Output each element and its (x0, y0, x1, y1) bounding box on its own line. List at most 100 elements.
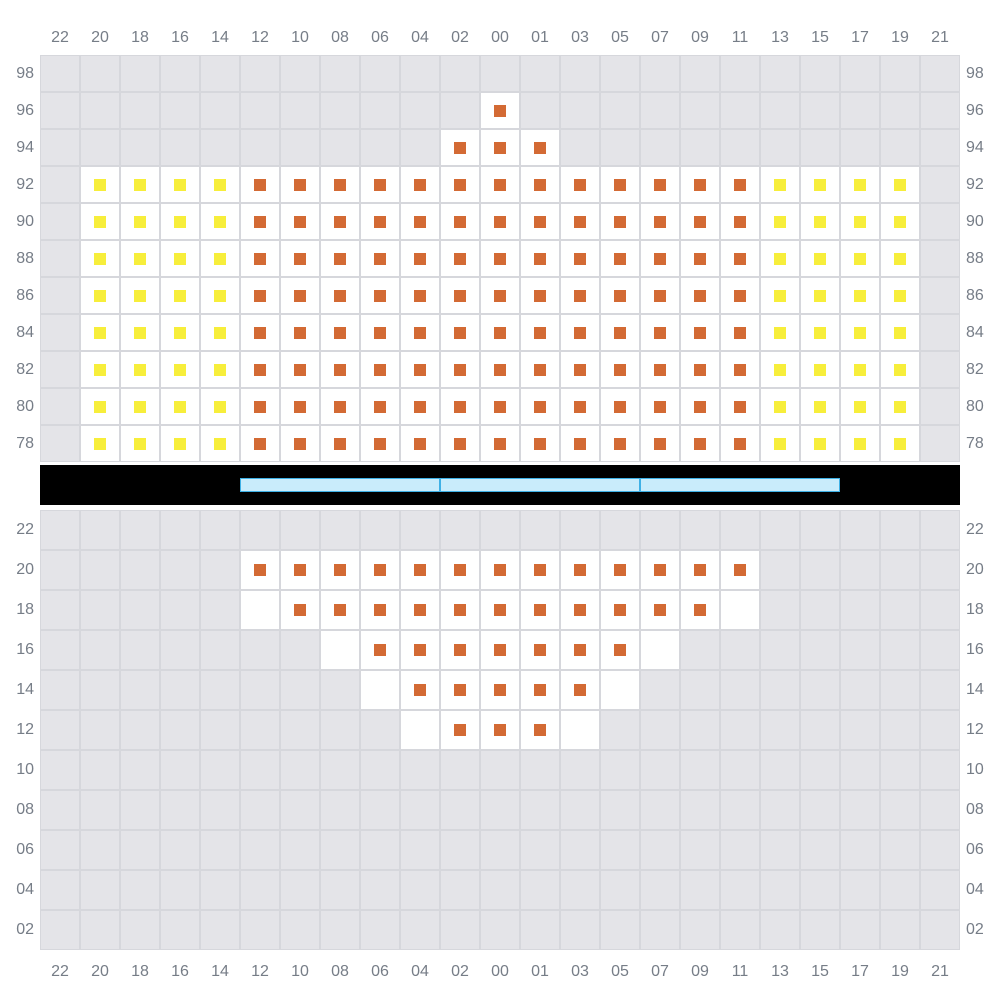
seat[interactable] (694, 216, 706, 228)
seat[interactable] (774, 364, 786, 376)
seat[interactable] (534, 604, 546, 616)
seat[interactable] (894, 364, 906, 376)
seat[interactable] (414, 438, 426, 450)
seat[interactable] (654, 364, 666, 376)
seat[interactable] (534, 216, 546, 228)
seat[interactable] (614, 290, 626, 302)
seat[interactable] (294, 253, 306, 265)
seat[interactable] (774, 438, 786, 450)
seat[interactable] (374, 644, 386, 656)
seat[interactable] (294, 290, 306, 302)
seat[interactable] (614, 438, 626, 450)
seat[interactable] (534, 644, 546, 656)
seat[interactable] (854, 290, 866, 302)
seat[interactable] (854, 216, 866, 228)
seat[interactable] (654, 216, 666, 228)
seat[interactable] (614, 644, 626, 656)
seat[interactable] (494, 438, 506, 450)
seat[interactable] (894, 401, 906, 413)
seat[interactable] (654, 564, 666, 576)
seat[interactable] (214, 253, 226, 265)
seat[interactable] (654, 327, 666, 339)
seat[interactable] (534, 290, 546, 302)
seat[interactable] (614, 564, 626, 576)
seat[interactable] (534, 142, 546, 154)
seat[interactable] (694, 564, 706, 576)
seat[interactable] (694, 253, 706, 265)
seat[interactable] (734, 564, 746, 576)
seat[interactable] (494, 216, 506, 228)
seat[interactable] (414, 179, 426, 191)
seat[interactable] (414, 253, 426, 265)
seat[interactable] (534, 438, 546, 450)
seat[interactable] (414, 564, 426, 576)
seat[interactable] (814, 179, 826, 191)
seat[interactable] (454, 684, 466, 696)
seat[interactable] (334, 401, 346, 413)
seat[interactable] (454, 564, 466, 576)
seat[interactable] (854, 327, 866, 339)
seat[interactable] (894, 438, 906, 450)
seat[interactable] (214, 327, 226, 339)
seat[interactable] (254, 438, 266, 450)
seat[interactable] (494, 364, 506, 376)
seat[interactable] (214, 290, 226, 302)
seat[interactable] (654, 290, 666, 302)
seat[interactable] (294, 604, 306, 616)
seat[interactable] (414, 684, 426, 696)
seat[interactable] (254, 564, 266, 576)
seat[interactable] (414, 401, 426, 413)
seat[interactable] (614, 253, 626, 265)
seat[interactable] (294, 179, 306, 191)
seat[interactable] (494, 327, 506, 339)
seat[interactable] (654, 253, 666, 265)
seat[interactable] (894, 290, 906, 302)
seat[interactable] (574, 644, 586, 656)
seat[interactable] (294, 216, 306, 228)
seat[interactable] (454, 438, 466, 450)
seat[interactable] (414, 644, 426, 656)
seat[interactable] (134, 253, 146, 265)
seat[interactable] (454, 724, 466, 736)
seat[interactable] (374, 564, 386, 576)
seat[interactable] (334, 327, 346, 339)
seat[interactable] (294, 401, 306, 413)
seat[interactable] (334, 604, 346, 616)
seat[interactable] (294, 364, 306, 376)
seat[interactable] (814, 364, 826, 376)
seat[interactable] (334, 216, 346, 228)
seat[interactable] (294, 438, 306, 450)
seat[interactable] (254, 216, 266, 228)
seat[interactable] (734, 327, 746, 339)
seat[interactable] (494, 401, 506, 413)
seat[interactable] (134, 290, 146, 302)
seat[interactable] (494, 142, 506, 154)
seat[interactable] (614, 604, 626, 616)
seat[interactable] (94, 401, 106, 413)
seat[interactable] (494, 105, 506, 117)
seat[interactable] (334, 253, 346, 265)
seat[interactable] (374, 364, 386, 376)
seat[interactable] (574, 684, 586, 696)
seat[interactable] (454, 401, 466, 413)
seat[interactable] (214, 364, 226, 376)
seat[interactable] (574, 179, 586, 191)
seat[interactable] (414, 290, 426, 302)
seat[interactable] (574, 290, 586, 302)
seat[interactable] (534, 724, 546, 736)
seat[interactable] (254, 290, 266, 302)
seat[interactable] (614, 179, 626, 191)
seat[interactable] (694, 179, 706, 191)
seat[interactable] (614, 216, 626, 228)
seat[interactable] (134, 327, 146, 339)
seat[interactable] (94, 179, 106, 191)
seat[interactable] (374, 438, 386, 450)
seat[interactable] (494, 290, 506, 302)
seat[interactable] (694, 364, 706, 376)
seat[interactable] (454, 179, 466, 191)
seat[interactable] (214, 438, 226, 450)
seat[interactable] (694, 604, 706, 616)
seat[interactable] (574, 401, 586, 413)
seat[interactable] (174, 438, 186, 450)
seat[interactable] (494, 604, 506, 616)
